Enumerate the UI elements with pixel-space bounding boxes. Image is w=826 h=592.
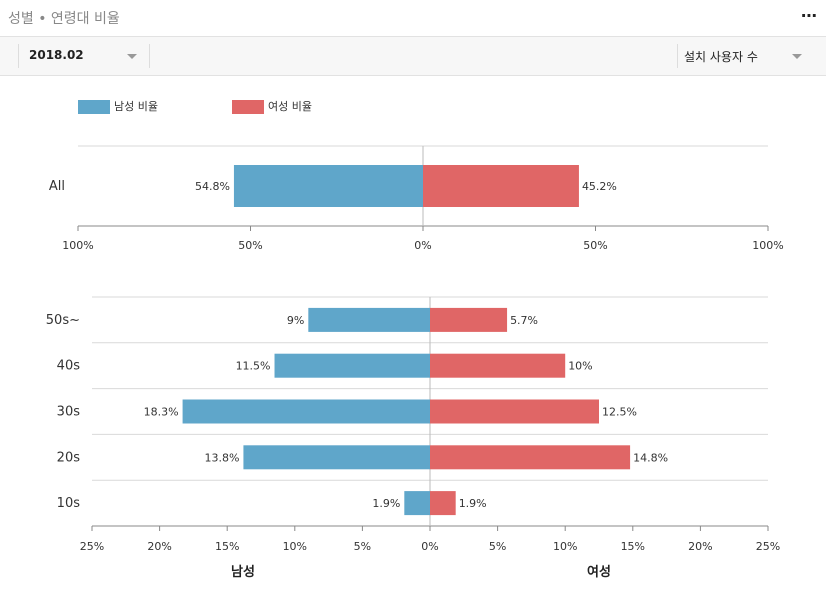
bar-label-male: 18.3% [144, 406, 179, 419]
x-tick-label: 10% [283, 540, 307, 553]
legend-label-female: 여성 비율 [268, 100, 312, 113]
x-axis-label-female: 여성 [587, 565, 611, 580]
category-label: 40s [57, 359, 81, 374]
metric-dropdown[interactable]: 설치 사용자 수 [677, 44, 808, 68]
filter-toolbar: 2018.02 설치 사용자 수 [0, 37, 826, 76]
x-tick-label: 20% [688, 540, 712, 553]
x-tick-label: 0% [414, 239, 431, 252]
bar-female [430, 445, 631, 470]
x-tick-label: 20% [147, 540, 171, 553]
x-tick-label: 50% [238, 239, 262, 252]
category-label: All [49, 179, 65, 194]
chevron-down-icon [792, 54, 802, 59]
legend-swatch-male [78, 100, 110, 114]
x-tick-label: 100% [62, 239, 93, 252]
bar-label-male: 54.8% [195, 180, 230, 193]
x-tick-label: 25% [80, 540, 104, 553]
legend-label-male: 남성 비율 [114, 100, 158, 113]
period-dropdown-value: 2018.02 [29, 48, 84, 62]
legend-item-female[interactable]: 여성 비율 [232, 98, 312, 114]
widget-title: 성별 • 연령대 비율 [8, 11, 120, 27]
x-tick-label: 50% [583, 239, 607, 252]
x-tick-label: 5% [354, 540, 371, 553]
bar-male [274, 353, 430, 378]
bar-label-male: 11.5% [236, 360, 271, 373]
bar-female [423, 165, 579, 207]
metric-dropdown-value: 설치 사용자 수 [684, 50, 758, 64]
chevron-down-icon [127, 54, 137, 59]
bar-label-female: 12.5% [602, 406, 637, 419]
bar-male [404, 491, 430, 516]
x-tick-label: 15% [215, 540, 239, 553]
bar-label-female: 1.9% [459, 497, 487, 510]
legend-swatch-female [232, 100, 264, 114]
bar-female [430, 399, 599, 424]
bar-female [430, 353, 566, 378]
x-tick-label: 100% [752, 239, 783, 252]
bar-label-female: 45.2% [582, 180, 617, 193]
more-options-icon[interactable]: ⋯ [801, 6, 817, 25]
bar-female [430, 491, 456, 516]
bar-label-female: 10% [568, 360, 592, 373]
period-dropdown[interactable]: 2018.02 [18, 44, 150, 68]
x-axis-label-male: 남성 [231, 565, 255, 580]
category-label: 10s [57, 496, 81, 511]
widget-header: 성별 • 연령대 비율 ⋯ [0, 0, 826, 37]
x-tick-label: 0% [421, 540, 438, 553]
bar-label-male: 1.9% [372, 497, 400, 510]
x-tick-label: 25% [756, 540, 780, 553]
bar-male [233, 165, 423, 207]
bar-male [182, 399, 430, 424]
bar-label-male: 9% [287, 314, 304, 327]
category-label: 20s [57, 450, 81, 465]
bar-female [430, 307, 508, 332]
bar-male [308, 307, 430, 332]
bar-label-male: 13.8% [204, 451, 239, 464]
bar-label-female: 5.7% [510, 314, 538, 327]
bar-male [243, 445, 430, 470]
category-label: 50s~ [46, 313, 80, 328]
legend-item-male[interactable]: 남성 비율 [78, 98, 158, 114]
x-tick-label: 5% [489, 540, 506, 553]
category-label: 30s [57, 405, 81, 420]
x-tick-label: 15% [621, 540, 645, 553]
x-tick-label: 10% [553, 540, 577, 553]
bar-label-female: 14.8% [633, 451, 668, 464]
